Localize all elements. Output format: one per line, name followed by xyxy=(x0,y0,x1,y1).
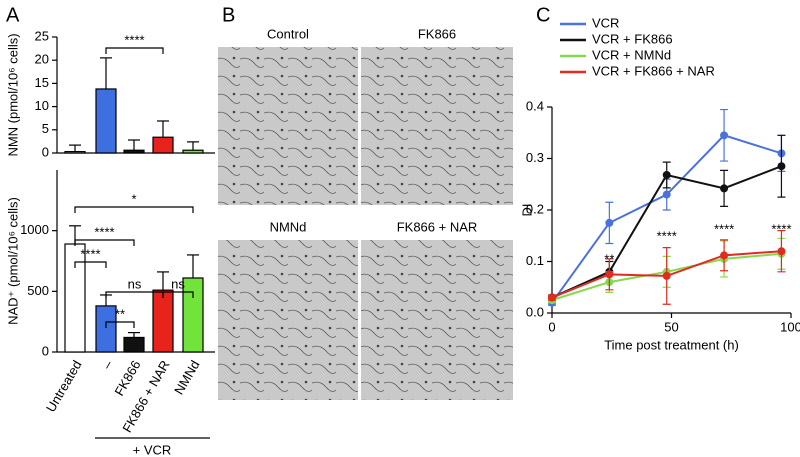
micrograph xyxy=(361,47,513,205)
y-axis-label: NAD⁺ (pmol/10⁶ cells) xyxy=(5,197,20,325)
bar xyxy=(152,136,174,154)
y-tick-label: 15 xyxy=(35,75,49,90)
legend-label: VCR + NMNd xyxy=(592,47,671,62)
y-axis-label: NMN (pmol/10⁶ cells) xyxy=(5,33,20,156)
image-label: FK866 + NAR xyxy=(397,219,478,234)
point xyxy=(720,131,729,140)
y-tick-label: 5 xyxy=(42,121,49,136)
point xyxy=(662,190,671,199)
bar xyxy=(64,151,86,154)
bar xyxy=(182,277,204,353)
micrograph xyxy=(218,47,358,205)
point xyxy=(777,247,786,256)
point xyxy=(605,218,614,227)
y-tick-label: 0.0 xyxy=(526,304,544,319)
y-tick-label: 0 xyxy=(42,144,49,159)
y-axis-label: DI xyxy=(519,204,534,217)
panel-letter: C xyxy=(536,4,550,26)
panel-letter: B xyxy=(222,4,235,26)
x-tick-label: NMNd xyxy=(171,358,202,397)
bar xyxy=(123,336,145,353)
bar xyxy=(95,305,117,353)
significance-bracket xyxy=(105,321,135,328)
significance-bracket xyxy=(105,47,164,54)
point xyxy=(662,170,671,179)
significance-label: * xyxy=(131,191,136,206)
significance-label: **** xyxy=(771,221,791,236)
significance-bracket xyxy=(162,291,194,298)
y-tick-label: 0.3 xyxy=(526,150,544,165)
image-label: NMNd xyxy=(270,219,307,234)
significance-bracket xyxy=(74,206,194,213)
significance-label: **** xyxy=(94,224,114,239)
significance-label: **** xyxy=(714,221,734,236)
y-tick-label: 0.1 xyxy=(526,253,544,268)
legend-label: VCR + FK866 + NAR xyxy=(592,63,715,78)
significance-label: **** xyxy=(80,246,100,261)
y-tick-label: 500 xyxy=(27,283,49,298)
micrographs xyxy=(218,47,513,400)
bar xyxy=(95,88,117,154)
x-tick-label: 100 xyxy=(780,319,800,334)
y-tick-label: 20 xyxy=(35,52,49,67)
x-tick-label: 0 xyxy=(548,319,555,334)
y-tick-label: 0.2 xyxy=(526,201,544,216)
legend-label: VCR + FK866 xyxy=(592,31,673,46)
significance-label: ns xyxy=(128,276,142,291)
y-tick-label: 0 xyxy=(42,343,49,358)
point xyxy=(720,251,729,260)
y-tick-label: 1000 xyxy=(20,222,49,237)
point xyxy=(662,271,671,280)
legend-label: VCR xyxy=(592,15,619,30)
x-axis-label: Time post treatment (h) xyxy=(604,337,739,352)
y-tick-label: 10 xyxy=(35,98,49,113)
significance-bracket xyxy=(74,239,135,246)
significance-label: ns xyxy=(171,276,185,291)
significance-label: **** xyxy=(657,228,677,243)
significance-label: **** xyxy=(124,32,144,47)
point xyxy=(777,162,786,171)
panel-letter: A xyxy=(6,4,20,26)
y-tick-label: 25 xyxy=(35,28,49,43)
point xyxy=(605,270,614,279)
point xyxy=(548,293,556,302)
x-tick-label: – xyxy=(99,357,116,371)
y-tick-label: 0.4 xyxy=(526,98,544,113)
group-label: + VCR xyxy=(133,442,172,457)
micrograph xyxy=(218,240,358,400)
image-label: FK866 xyxy=(418,26,456,41)
x-tick-label: 50 xyxy=(664,319,678,334)
significance-label: ** xyxy=(604,251,614,266)
image-label: Control xyxy=(267,26,309,41)
significance-label: ** xyxy=(115,306,125,321)
micrograph xyxy=(361,240,513,400)
point xyxy=(720,184,729,193)
bar xyxy=(182,149,204,154)
bar xyxy=(123,149,145,154)
significance-bracket xyxy=(74,261,107,268)
x-tick-label: Untreated xyxy=(43,358,85,415)
bar xyxy=(152,289,174,353)
